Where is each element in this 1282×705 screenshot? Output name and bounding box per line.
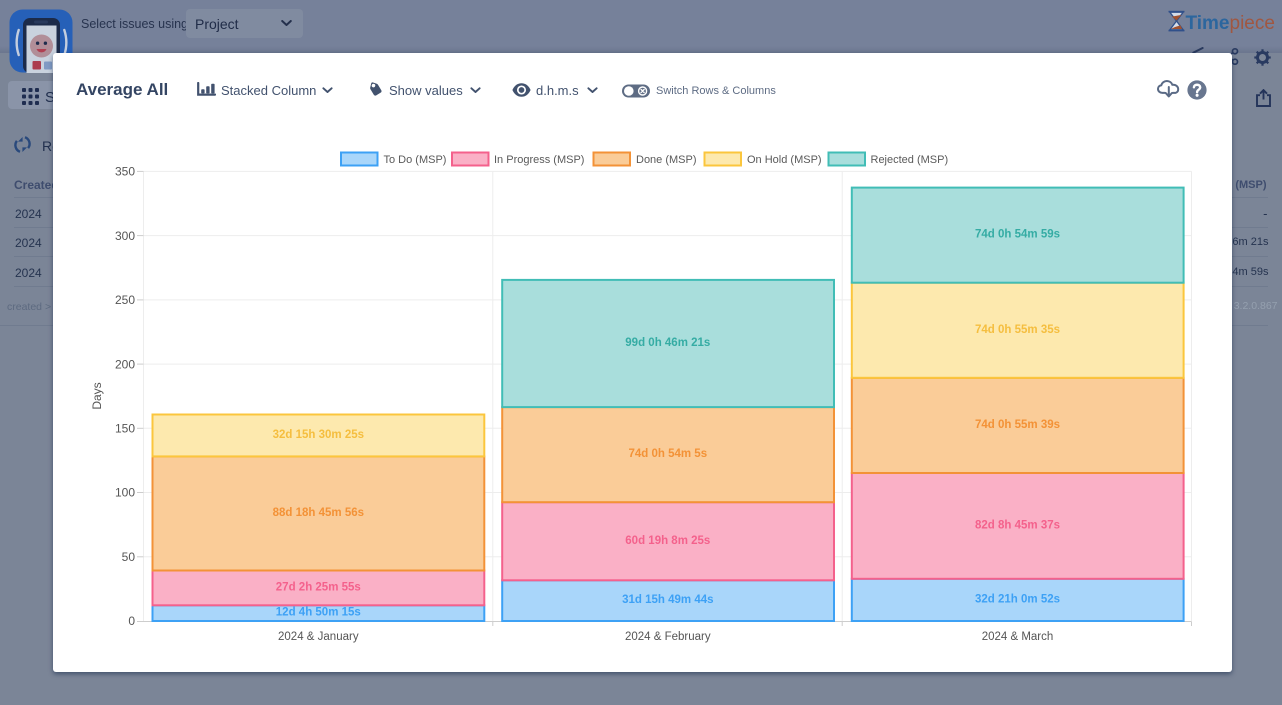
- svg-text:32d 21h 0m 52s: 32d 21h 0m 52s: [975, 593, 1060, 605]
- svg-text:300: 300: [115, 229, 135, 243]
- svg-text:32d 15h 30m 25s: 32d 15h 30m 25s: [273, 429, 364, 441]
- svg-text:100: 100: [115, 486, 135, 500]
- svg-text:0: 0: [128, 614, 135, 628]
- svg-text:74d 0h 55m 35s: 74d 0h 55m 35s: [975, 324, 1060, 336]
- svg-text:150: 150: [115, 422, 135, 436]
- svg-text:On Hold (MSP): On Hold (MSP): [747, 154, 822, 166]
- svg-text:31d 15h 49m 44s: 31d 15h 49m 44s: [622, 594, 713, 606]
- svg-text:60d 19h 8m 25s: 60d 19h 8m 25s: [625, 535, 710, 547]
- svg-text:50: 50: [122, 550, 136, 564]
- svg-text:200: 200: [115, 357, 135, 371]
- svg-text:2024 & February: 2024 & February: [625, 631, 711, 643]
- svg-text:Done (MSP): Done (MSP): [636, 154, 697, 166]
- svg-text:74d 0h 54m 5s: 74d 0h 54m 5s: [628, 448, 707, 460]
- svg-text:82d 8h 45m 37s: 82d 8h 45m 37s: [975, 519, 1060, 531]
- svg-text:Days: Days: [90, 382, 104, 409]
- svg-text:99d 0h 46m 21s: 99d 0h 46m 21s: [625, 337, 710, 349]
- svg-text:74d 0h 54m 59s: 74d 0h 54m 59s: [975, 229, 1060, 241]
- svg-text:12d 4h 50m 15s: 12d 4h 50m 15s: [276, 607, 361, 619]
- svg-text:74d 0h 55m 39s: 74d 0h 55m 39s: [975, 419, 1060, 431]
- svg-text:To Do (MSP): To Do (MSP): [384, 154, 447, 166]
- svg-text:2024 & March: 2024 & March: [982, 631, 1054, 643]
- svg-text:350: 350: [115, 165, 135, 179]
- svg-text:In Progress (MSP): In Progress (MSP): [494, 154, 584, 166]
- svg-text:Rejected (MSP): Rejected (MSP): [871, 154, 949, 166]
- svg-text:88d 18h 45m 56s: 88d 18h 45m 56s: [273, 507, 364, 519]
- svg-text:27d 2h 25m 55s: 27d 2h 25m 55s: [276, 581, 361, 593]
- svg-text:250: 250: [115, 293, 135, 307]
- svg-text:2024 & January: 2024 & January: [278, 631, 359, 643]
- svg-text:Timepiece: Timepiece: [1186, 13, 1275, 34]
